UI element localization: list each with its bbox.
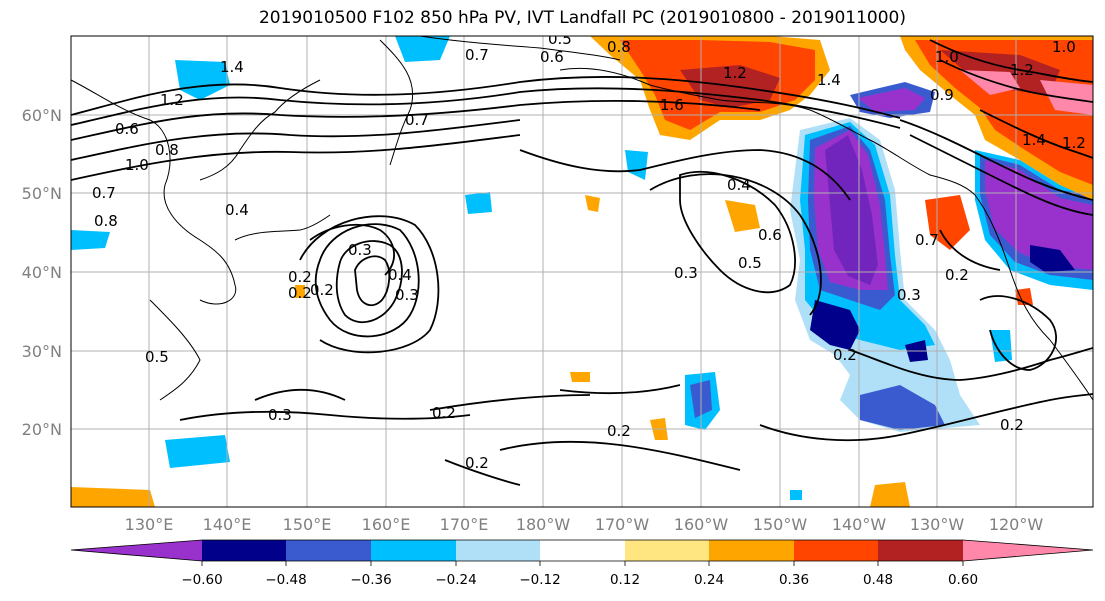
colorbar-tick-label: −0.60 <box>181 572 222 588</box>
colorbar-segment <box>709 540 794 561</box>
pv-contours <box>71 39 1093 486</box>
contour-label: 0.5 <box>548 30 572 48</box>
colorbar-tick-label: −0.24 <box>435 572 476 588</box>
contour-label: 0.3 <box>395 286 419 304</box>
contour-label: 0.7 <box>405 111 429 129</box>
contour-label: 0.2 <box>607 422 631 440</box>
lon-label: 140°E <box>203 515 252 534</box>
colorbar-tick-label: 0.24 <box>694 572 724 588</box>
colorbar-segment <box>371 540 456 561</box>
contour-label: 1.2 <box>1062 134 1086 152</box>
contour-label: 0.8 <box>94 212 118 230</box>
contour-label: 0.2 <box>288 284 312 302</box>
lat-label: 40°N <box>22 263 62 282</box>
contour-label: 0.2 <box>310 281 334 299</box>
contour-label: 0.2 <box>833 346 857 364</box>
colorbar-extend-max <box>963 540 1093 561</box>
contour-label: 0.5 <box>738 254 762 272</box>
lon-label: 120°W <box>989 515 1044 534</box>
contour-label: 0.8 <box>155 141 179 159</box>
colorbar-tick-label: −0.12 <box>519 572 560 588</box>
contour-label: 0.6 <box>540 48 564 66</box>
contour-label: 0.4 <box>388 266 412 284</box>
lon-label: 170°W <box>595 515 650 534</box>
contour-label: 0.7 <box>465 46 489 64</box>
lat-label: 60°N <box>22 106 62 125</box>
longitude-labels: 130°E 140°E 150°E 160°E 170°E 180°W 170°… <box>125 515 1044 534</box>
contour-label: 0.9 <box>930 86 954 104</box>
contour-label: 1.2 <box>1010 61 1034 79</box>
colorbar-tick-label: −0.48 <box>265 572 306 588</box>
colorbar-tick-label: 0.60 <box>948 572 978 588</box>
lon-label: 170°E <box>440 515 489 534</box>
colorbar-segment <box>625 540 709 561</box>
contour-label: 1.4 <box>1022 131 1046 149</box>
colorbar-tick-label: −0.36 <box>350 572 391 588</box>
colorbar-segment <box>794 540 878 561</box>
contour-label: 1.0 <box>1052 38 1076 56</box>
contour-label: 0.6 <box>115 120 139 138</box>
lat-label: 30°N <box>22 342 62 361</box>
latitude-labels: 60°N 50°N 40°N 30°N 20°N <box>22 106 62 439</box>
colorbar-tick-label: 0.36 <box>779 572 809 588</box>
contour-label: 0.6 <box>758 226 782 244</box>
contour-label: 0.3 <box>348 241 372 259</box>
contour-label: 0.2 <box>465 454 489 472</box>
colorbar-extend-min <box>71 540 202 561</box>
contour-label: 0.7 <box>92 184 116 202</box>
contour-label: 0.5 <box>145 348 169 366</box>
contour-label: 0.2 <box>1000 416 1024 434</box>
contour-label: 0.7 <box>915 231 939 249</box>
contour-label: 1.4 <box>220 58 244 76</box>
colorbar-segment <box>878 540 963 561</box>
lat-label: 50°N <box>22 184 62 203</box>
colorbar-segment <box>540 540 625 561</box>
contour-label: 0.3 <box>674 264 698 282</box>
colorbar-tick-label: 0.12 <box>610 572 640 588</box>
contour-label: 1.2 <box>723 64 747 82</box>
map-title: 2019010500 F102 850 hPa PV, IVT Landfall… <box>258 8 906 28</box>
colorbar-segment <box>286 540 371 561</box>
lon-label: 150°E <box>283 515 332 534</box>
contour-label: 1.0 <box>125 156 149 174</box>
contour-label: 0.2 <box>945 266 969 284</box>
contour-label: 0.2 <box>432 404 456 422</box>
contour-label: 0.8 <box>607 38 631 56</box>
lon-label: 150°W <box>753 515 808 534</box>
contour-label: 0.2 <box>288 268 312 286</box>
colorbar: −0.60 −0.48 −0.36 −0.24 −0.12 0.12 0.24 … <box>70 539 1094 588</box>
colorbar-segment <box>456 540 540 561</box>
colorbar-segment <box>202 540 286 561</box>
contour-label: 0.4 <box>225 201 249 219</box>
lon-label: 160°E <box>362 515 411 534</box>
lon-label: 140°W <box>832 515 887 534</box>
contour-label: 1.0 <box>935 48 959 66</box>
lat-label: 20°N <box>22 420 62 439</box>
lon-label: 130°E <box>125 515 174 534</box>
contour-label: 0.3 <box>897 286 921 304</box>
contour-label: 0.3 <box>268 406 292 424</box>
contour-labels: 1.4 1.2 0.6 1.0 0.8 0.7 0.8 0.4 0.2 0.3 … <box>92 30 1086 472</box>
contour-label: 1.4 <box>817 71 841 89</box>
lon-label: 130°W <box>910 515 965 534</box>
lon-label: 180°W <box>516 515 571 534</box>
plot-frame <box>70 35 1094 508</box>
contour-label: 0.4 <box>727 176 751 194</box>
lon-label: 160°W <box>674 515 729 534</box>
contour-label: 1.2 <box>160 91 184 109</box>
contour-label: 1.6 <box>660 96 684 114</box>
gridlines <box>71 36 1093 507</box>
colorbar-tick-label: 0.48 <box>863 572 893 588</box>
